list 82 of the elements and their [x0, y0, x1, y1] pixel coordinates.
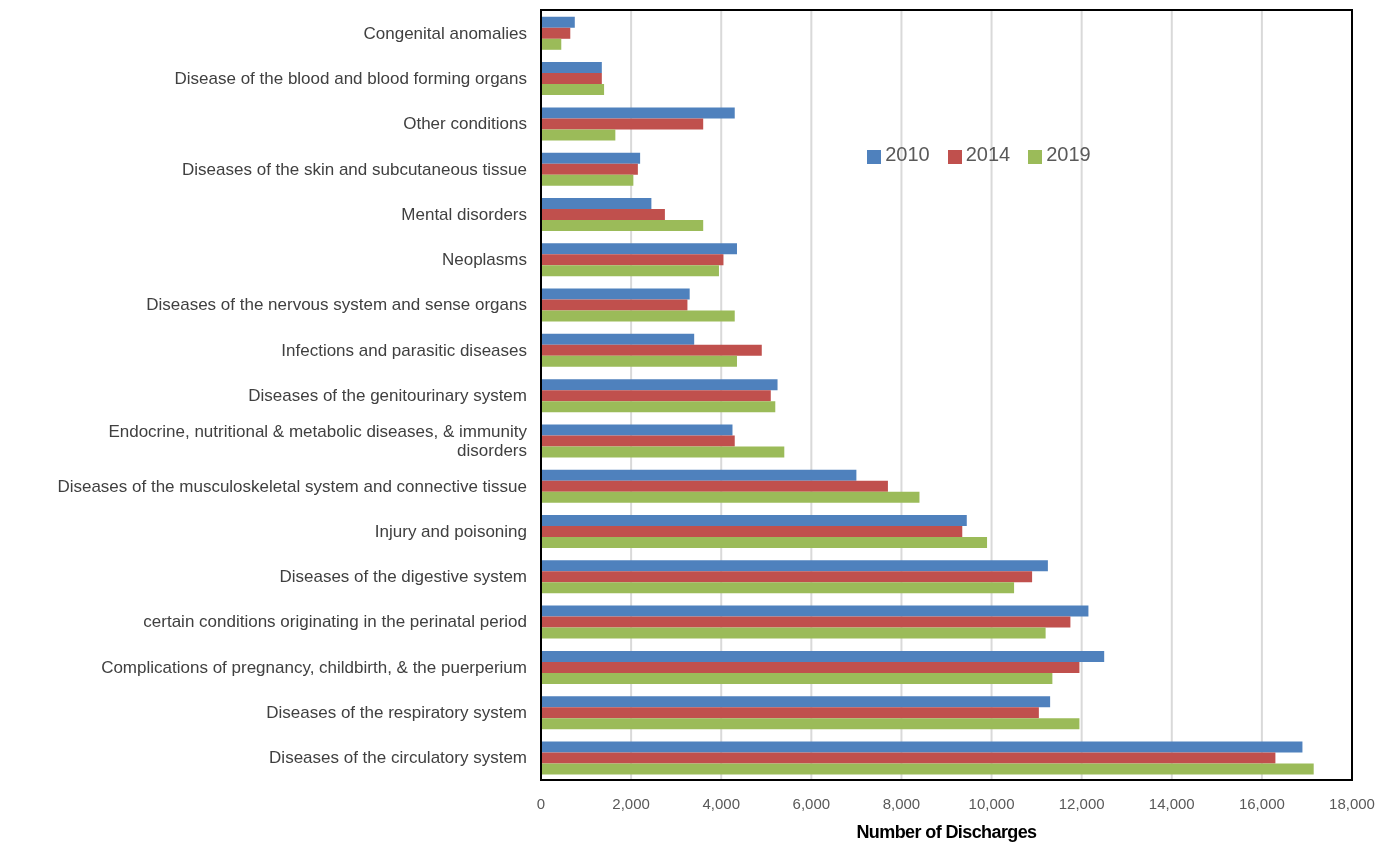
bar	[541, 299, 688, 311]
y-tick-label: Diseases of the nervous system and sense organs	[146, 294, 527, 314]
bar	[541, 390, 771, 402]
bar	[541, 718, 1080, 730]
bar	[541, 537, 988, 549]
bar	[541, 480, 888, 492]
bar	[541, 616, 1071, 628]
bar	[541, 424, 733, 436]
bar	[541, 288, 690, 300]
bar	[541, 84, 605, 96]
bar	[541, 571, 1033, 583]
y-tick-label: Neoplasms	[441, 249, 527, 269]
x-tick-label: 12,000	[1058, 794, 1105, 812]
legend-label: 2010	[885, 143, 930, 165]
x-axis-title: Number of Discharges	[856, 822, 1038, 842]
bar	[541, 73, 602, 85]
y-tick-label: Complications of pregnancy, childbirth, & the puerperium	[101, 657, 527, 677]
bar	[541, 401, 776, 413]
bar	[541, 752, 1276, 764]
y-tick-label: Diseases of the musculoskeletal system and connective tissue	[57, 476, 527, 496]
bar	[541, 696, 1051, 708]
bar	[541, 650, 1105, 662]
y-tick-label: certain conditions originating in the perinatal period	[143, 611, 527, 631]
bar	[541, 208, 665, 220]
y-tick-label: Diseases of the respiratory system	[266, 702, 527, 722]
bar	[541, 515, 967, 527]
x-tick-label: 2,000	[612, 794, 650, 812]
y-tick-label: Disease of the blood and blood forming organs	[174, 68, 527, 88]
bar	[541, 219, 704, 231]
legend-label: 2019	[1046, 143, 1091, 165]
bar	[541, 446, 785, 458]
bar	[541, 526, 963, 538]
x-tick-label: 14,000	[1148, 794, 1195, 812]
bar	[541, 163, 638, 175]
bar	[541, 469, 857, 481]
y-tick-label: Diseases of the digestive system	[279, 566, 527, 586]
bar	[541, 197, 652, 209]
x-tick-label: 4,000	[702, 794, 740, 812]
y-tick-label: Other conditions	[403, 113, 527, 133]
x-tick-label: 18,000	[1329, 794, 1375, 812]
bar	[541, 265, 719, 277]
y-tick-label: Diseases of the circulatory system	[269, 747, 527, 767]
y-tick-label: Infections and parasitic diseases	[281, 340, 527, 360]
bar	[541, 560, 1048, 572]
x-tick-label: 10,000	[968, 794, 1015, 812]
y-tick-label: Diseases of the genitourinary system	[248, 385, 527, 405]
bar	[541, 672, 1053, 684]
bar	[541, 344, 762, 356]
x-tick-label: 6,000	[792, 794, 831, 812]
bar	[541, 355, 737, 367]
bar	[541, 38, 562, 50]
bar	[541, 379, 778, 391]
y-tick-label: Injury and poisoning	[374, 521, 527, 541]
bar	[541, 254, 724, 266]
bar	[541, 310, 735, 322]
bar	[541, 605, 1089, 617]
x-tick-label: 0	[536, 794, 546, 812]
x-tick-label: 16,000	[1238, 794, 1285, 812]
bar	[541, 16, 575, 28]
bar	[541, 435, 735, 447]
bar	[541, 243, 737, 255]
bar	[541, 174, 634, 186]
y-tick-label: Congenital anomalies	[363, 23, 527, 43]
y-tick-label: Diseases of the skin and subcutaneous tissue	[182, 159, 527, 179]
bar	[541, 491, 920, 503]
bar	[541, 627, 1046, 639]
bar	[541, 152, 641, 164]
bar	[541, 333, 695, 345]
bar	[541, 129, 616, 141]
bar	[541, 27, 571, 39]
x-tick-label: 8,000	[882, 794, 921, 812]
bar	[541, 62, 602, 74]
y-tick-label: Mental disorders	[401, 204, 527, 224]
bar	[541, 107, 735, 119]
bar	[541, 763, 1314, 775]
bar	[541, 118, 704, 130]
bar	[541, 582, 1015, 594]
bar	[541, 661, 1080, 673]
bar	[541, 707, 1039, 719]
y-tick-label: Endocrine, nutritional & metabolic diseases, & immunity disorders	[108, 421, 528, 460]
bar	[541, 741, 1303, 753]
legend-label: 2014	[965, 143, 1011, 165]
